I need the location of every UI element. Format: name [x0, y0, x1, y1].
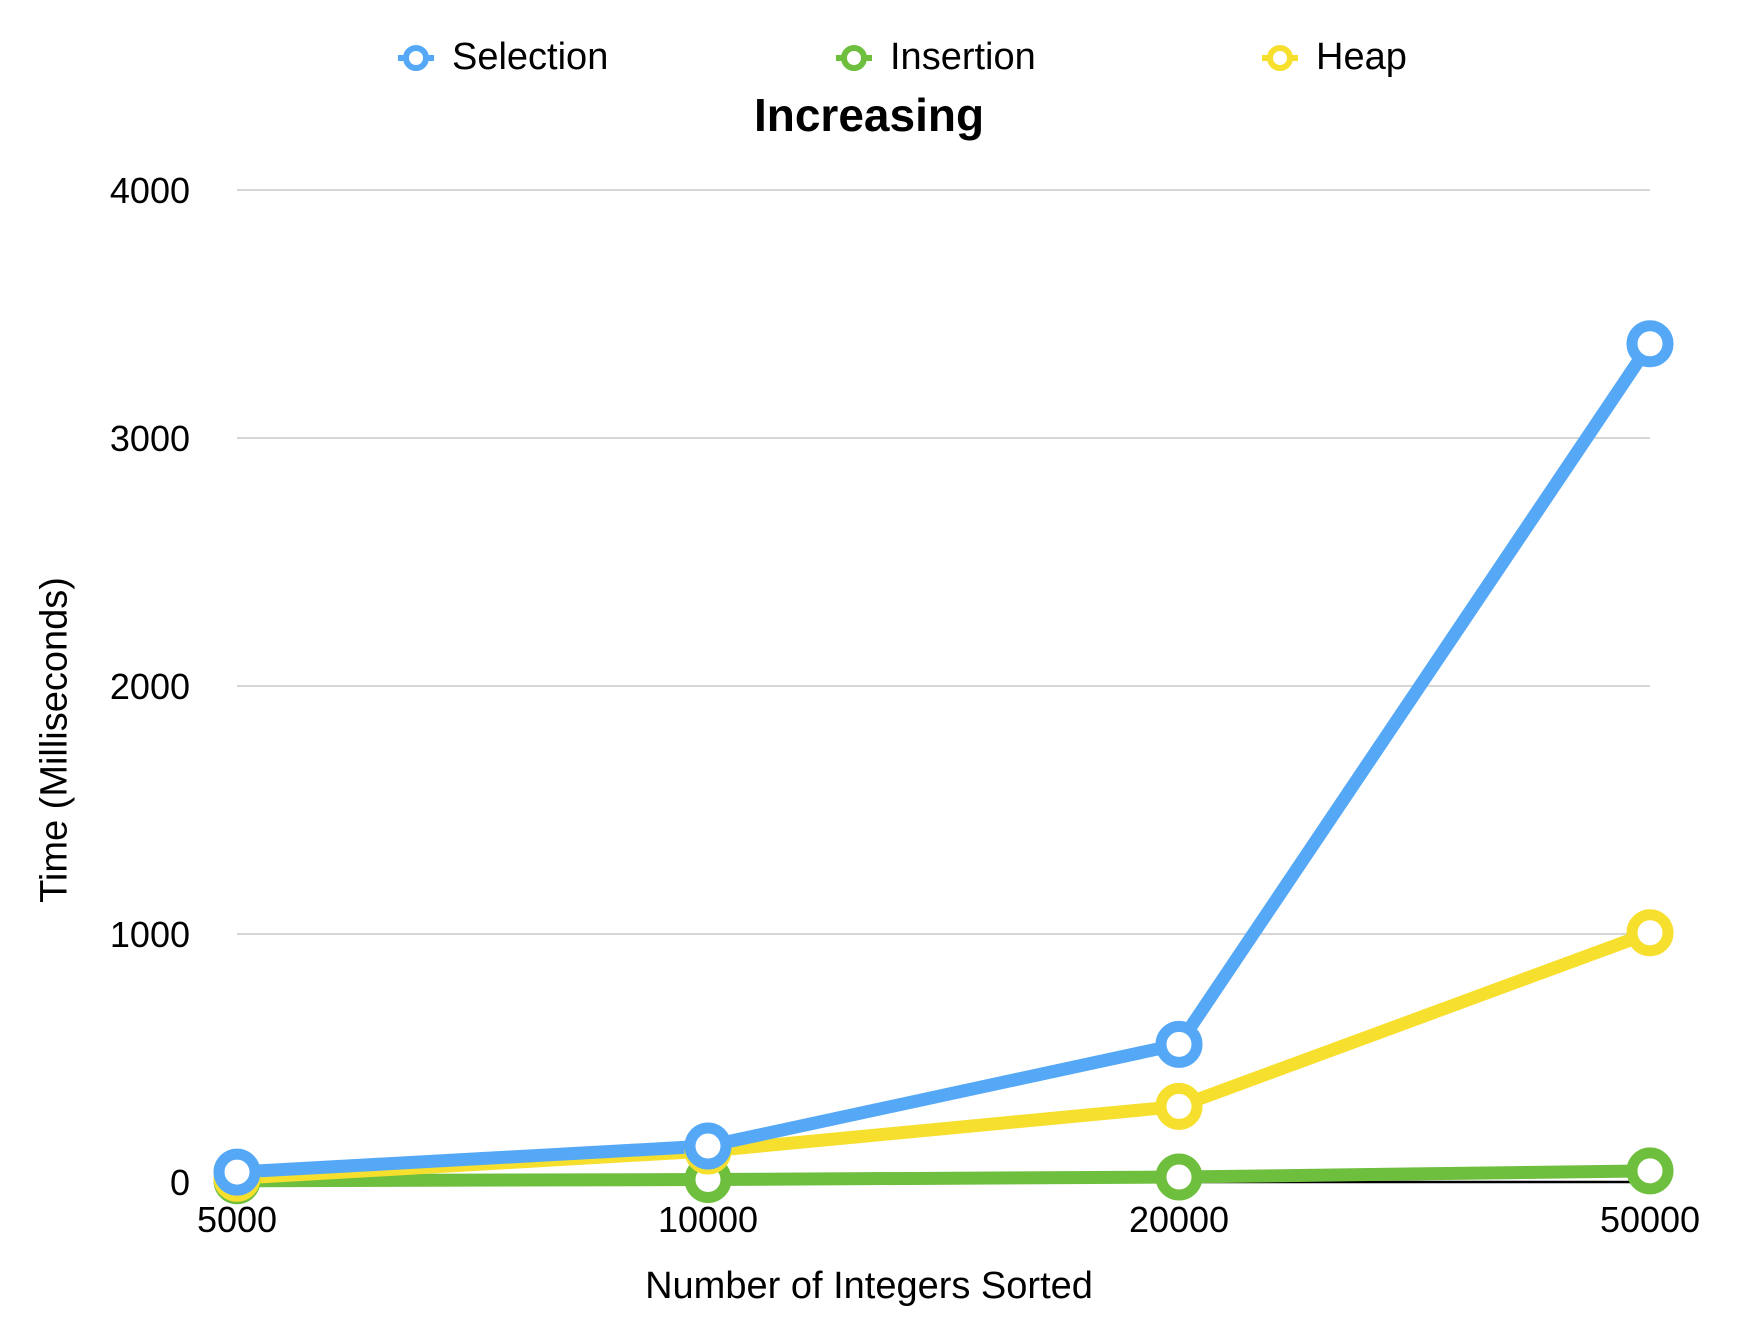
data-point-heap-50000 — [1626, 909, 1674, 957]
x-tick-label-50000: 50000 — [1600, 1199, 1700, 1240]
legend-marker-insertion — [836, 44, 872, 71]
y-tick-label-0: 0 — [170, 1162, 190, 1203]
x-tick-label-20000: 20000 — [1129, 1199, 1229, 1240]
legend: Selection Insertion Heap — [0, 36, 1738, 96]
legend-label-selection: Selection — [452, 36, 609, 78]
x-tick-label-10000: 10000 — [658, 1199, 758, 1240]
data-point-selection-50000 — [1626, 320, 1674, 368]
data-point-selection-5000 — [213, 1148, 261, 1196]
legend-marker-selection — [398, 44, 434, 71]
series-line-selection — [230, 337, 1657, 1179]
data-point-selection-10000 — [684, 1122, 732, 1170]
y-tick-label-4000: 4000 — [110, 170, 190, 211]
legend-marker-heap — [1262, 44, 1298, 71]
series-line-heap — [230, 926, 1657, 1185]
y-tick-label-1000: 1000 — [110, 914, 190, 955]
legend-label-heap: Heap — [1316, 36, 1407, 78]
data-point-insertion-20000 — [1155, 1153, 1203, 1201]
legend-item-heap: Heap — [1262, 36, 1407, 79]
x-axis-label: Number of Integers Sorted — [645, 1265, 1093, 1307]
x-tick-label-5000: 5000 — [197, 1199, 277, 1240]
data-point-insertion-50000 — [1626, 1147, 1674, 1195]
data-point-selection-20000 — [1155, 1020, 1203, 1068]
legend-item-insertion: Insertion — [836, 36, 1036, 79]
y-tick-label-3000: 3000 — [110, 418, 190, 459]
chart-title: Increasing — [753, 89, 985, 141]
data-point-heap-20000 — [1155, 1082, 1203, 1130]
legend-item-selection: Selection — [398, 36, 608, 79]
y-tick-label-2000: 2000 — [110, 666, 190, 707]
series-line-insertion — [230, 1164, 1657, 1188]
legend-label-insertion: Insertion — [890, 36, 1036, 78]
